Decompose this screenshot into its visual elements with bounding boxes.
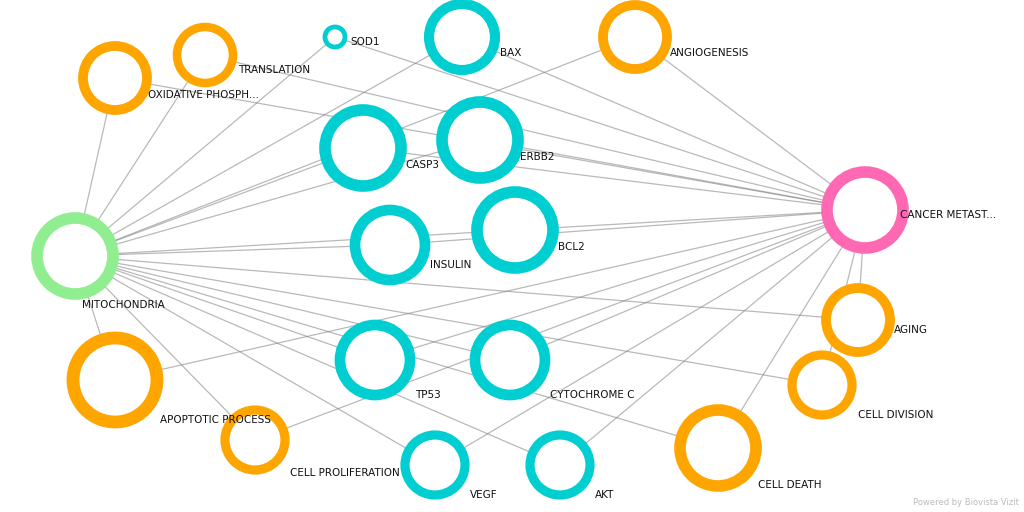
Circle shape xyxy=(340,325,410,395)
Circle shape xyxy=(475,325,545,395)
Circle shape xyxy=(73,338,157,422)
Text: AGING: AGING xyxy=(894,325,928,335)
Circle shape xyxy=(355,210,425,280)
Text: VEGF: VEGF xyxy=(470,490,498,500)
Text: ERBB2: ERBB2 xyxy=(520,152,555,162)
Text: ANGIOGENESIS: ANGIOGENESIS xyxy=(670,48,750,58)
Text: SOD1: SOD1 xyxy=(350,37,380,47)
Text: OXIDATIVE PHOSPH...: OXIDATIVE PHOSPH... xyxy=(148,90,259,100)
Circle shape xyxy=(603,5,667,69)
Text: APOPTOTIC PROCESS: APOPTOTIC PROCESS xyxy=(160,415,271,425)
Text: CELL DEATH: CELL DEATH xyxy=(758,480,821,490)
Circle shape xyxy=(827,172,903,248)
Text: CYTOCHROME C: CYTOCHROME C xyxy=(550,390,635,400)
Text: CELL DIVISION: CELL DIVISION xyxy=(858,410,933,420)
Circle shape xyxy=(826,288,890,352)
Circle shape xyxy=(406,435,465,495)
Circle shape xyxy=(177,27,233,83)
Text: TP53: TP53 xyxy=(415,390,440,400)
Text: Powered by Biovista Vizit: Powered by Biovista Vizit xyxy=(913,498,1019,507)
Text: CANCER METAST...: CANCER METAST... xyxy=(900,210,996,220)
Circle shape xyxy=(83,46,147,110)
Circle shape xyxy=(530,435,590,495)
Circle shape xyxy=(325,27,345,47)
Circle shape xyxy=(442,102,518,178)
Circle shape xyxy=(225,410,285,470)
Circle shape xyxy=(325,110,401,186)
Text: BCL2: BCL2 xyxy=(558,242,585,252)
Circle shape xyxy=(429,4,495,70)
Text: TRANSLATION: TRANSLATION xyxy=(238,65,310,75)
Text: INSULIN: INSULIN xyxy=(430,260,471,270)
Text: MITOCHONDRIA: MITOCHONDRIA xyxy=(82,300,165,310)
Circle shape xyxy=(792,355,852,415)
Circle shape xyxy=(37,218,113,294)
Circle shape xyxy=(680,410,756,486)
Circle shape xyxy=(477,192,553,268)
Text: CASP3: CASP3 xyxy=(406,160,439,170)
Text: BAX: BAX xyxy=(500,48,521,58)
Text: CELL PROLIFERATION: CELL PROLIFERATION xyxy=(290,468,399,478)
Text: AKT: AKT xyxy=(595,490,614,500)
